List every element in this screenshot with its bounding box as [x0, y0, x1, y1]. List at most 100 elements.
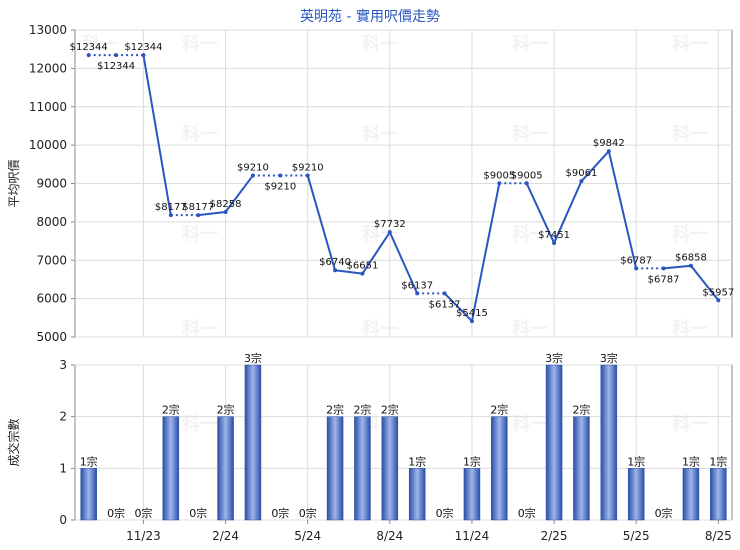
price-line-segment [388, 231, 419, 294]
price-panel: 5000 6000 7000 8000 9000 10000 11000 12000 13000… [7, 23, 734, 344]
price-point [688, 263, 693, 268]
watermark-text: 科一 [362, 123, 398, 145]
volume-data-label: 2宗 [326, 403, 344, 417]
watermark-text: 科一 [672, 413, 708, 435]
y-tick-label: 6000 [36, 292, 67, 306]
price-data-label: $8177 [155, 202, 187, 213]
price-point [360, 271, 365, 276]
y-axis-label: 成交宗數 [6, 418, 21, 466]
price-data-label: $9210 [237, 162, 269, 173]
volume-data-label: 2宗 [381, 403, 399, 417]
volume-bar [627, 468, 645, 521]
price-data-label: $12344 [70, 42, 108, 53]
volume-bar [217, 416, 234, 521]
price-point [497, 181, 502, 186]
watermark-text: 科一 [512, 33, 548, 55]
price-point [634, 266, 639, 271]
volume-bar [600, 364, 618, 521]
x-tick-label: 8/24 [376, 529, 403, 543]
watermark-text: 科一 [182, 33, 218, 55]
x-tick-label: 11/23 [126, 529, 161, 543]
watermark-text: 科一 [362, 223, 398, 245]
x-tick-label: 5/24 [294, 529, 321, 543]
y-tick-label: 9000 [36, 177, 67, 191]
price-line-segment [443, 292, 473, 322]
watermark-text: 科一 [512, 123, 548, 145]
y-tick-label: 10000 [29, 138, 67, 152]
volume-bar [710, 468, 727, 521]
price-data-label: $9061 [566, 168, 598, 179]
price-data-label: $6740 [319, 257, 351, 268]
price-point [415, 291, 420, 296]
price-data-label: $6137 [401, 280, 433, 291]
price-point [333, 268, 338, 273]
volume-bar [408, 468, 426, 521]
volume-data-label: 2宗 [162, 403, 180, 417]
watermark-text: 科一 [672, 33, 708, 55]
x-tick-label: 5/25 [623, 529, 650, 543]
price-data-label: $6787 [648, 274, 680, 285]
y-tick-label: 7000 [36, 253, 67, 267]
volume-data-label: 3宗 [600, 351, 618, 365]
volume-data-label: 1宗 [408, 454, 426, 468]
watermark-text: 科一 [512, 413, 548, 435]
price-line-segment [690, 265, 720, 301]
volume-bar [545, 364, 563, 521]
volume-bar [354, 416, 371, 521]
volume-data-label: 1宗 [463, 454, 481, 468]
price-point [552, 240, 557, 245]
y-tick-label: 8000 [36, 215, 67, 229]
watermark-text: 科一 [672, 223, 708, 245]
price-data-label: $12344 [124, 42, 162, 53]
y-tick-label: 11000 [29, 100, 67, 114]
watermark-text: 科一 [182, 318, 218, 340]
price-point [168, 213, 173, 218]
volume-bar [682, 468, 700, 521]
y-tick-label: 3 [59, 358, 67, 372]
y-tick-label: 13000 [29, 23, 67, 37]
watermark-text: 科一 [362, 318, 398, 340]
price-point [196, 213, 201, 218]
volume-data-label: 2宗 [353, 403, 371, 417]
volume-data-label: 1宗 [709, 454, 727, 468]
volume-bar [244, 364, 262, 521]
price-data-label: $6651 [347, 261, 379, 272]
volume-data-label: 2宗 [217, 403, 235, 417]
volume-data-label: 0宗 [655, 506, 673, 520]
watermark-text: 科一 [512, 318, 548, 340]
x-tick-label: 2/24 [212, 529, 239, 543]
price-point [141, 53, 146, 58]
watermark-text: 科一 [182, 123, 218, 145]
price-point [305, 173, 310, 178]
watermark-text: 科一 [82, 33, 118, 55]
price-point [387, 230, 392, 235]
volume-data-label: 0宗 [271, 506, 289, 520]
volume-data-label: 0宗 [518, 506, 536, 520]
price-data-label: $6137 [429, 299, 461, 310]
price-line-segment [663, 264, 692, 270]
volume-panel: 0 1 2 3 成交宗數 1宗 0宗 0宗 2宗 0宗 2宗 3宗 0宗 0宗 2宗 2宗 2宗 1宗 0宗 1宗 2宗… [6, 351, 733, 527]
x-tick-label: 2/25 [541, 529, 568, 543]
price-point [278, 173, 283, 178]
volume-data-label: 0宗 [436, 506, 454, 520]
price-line-segment [607, 150, 638, 269]
price-data-label: $6858 [675, 253, 707, 264]
volume-bar [162, 416, 180, 521]
volume-data-label: 0宗 [134, 506, 152, 520]
y-tick-label: 1 [59, 461, 67, 475]
price-line-segment [525, 182, 555, 244]
volume-data-label: 3宗 [545, 351, 563, 365]
volume-data-label: 0宗 [107, 506, 125, 520]
price-point [661, 266, 666, 271]
price-point [114, 53, 119, 58]
x-axis: 11/23 2/24 5/24 8/24 11/24 2/25 5/25 8/25 [126, 520, 732, 543]
volume-data-label: 2宗 [572, 403, 590, 417]
price-line-segment [361, 231, 391, 275]
volume-bar [80, 468, 97, 521]
price-point [469, 319, 474, 324]
price-line-segment [142, 55, 172, 216]
price-line-segment [580, 150, 610, 182]
price-line-segment [334, 269, 363, 275]
